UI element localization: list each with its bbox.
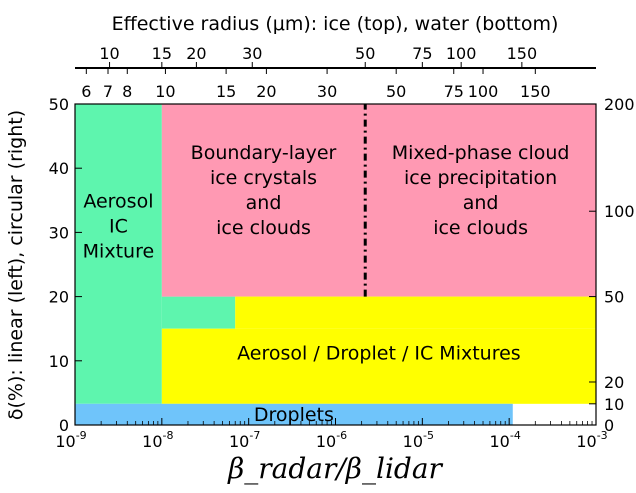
y2-tick-label-4: 100 [604,202,635,221]
water-tick-label-2: 8 [122,82,132,101]
region-label-boundary-layer-2: and [246,192,282,214]
region-boundary-layer-0 [161,104,366,297]
ice-tick-label-3: 30 [242,44,262,63]
region-label-aerosol-ic-0: Aerosol [83,191,153,213]
x-axis-title: β_radar/β_lidar [227,452,443,485]
region-label-droplets-0: Droplets [254,404,334,426]
water-tick-label-8: 75 [444,82,464,101]
region-label-mixed-phase-2: and [463,192,499,214]
y-tick-label-4: 40 [49,159,69,178]
top-axis-title: Effective radius (μm): ice (top), water … [112,13,559,35]
region-label-aerosol-ic-1: IC [109,216,128,238]
water-tick-label-4: 15 [216,82,236,101]
y-tick-label-3: 30 [49,223,69,242]
ice-tick-label-0: 10 [99,44,119,63]
x-tick-label-0: 10-9 [55,429,86,451]
region-label-aerosol-droplet-ic-0: Aerosol / Droplet / IC Mixtures [237,343,521,365]
region-mixed-phase-0 [365,104,596,297]
regions-layer [75,104,597,425]
y-tick-label-1: 10 [49,352,69,371]
region-label-boundary-layer-3: ice clouds [216,217,311,239]
ice-tick-label-7: 150 [507,44,538,63]
x-tick-label-6: 10-3 [576,429,607,451]
y-tick-label-2: 20 [49,288,69,307]
ice-tick-label-6: 100 [446,44,477,63]
ice-tick-label-1: 15 [152,44,172,63]
y-tick-label-0: 0 [59,416,69,435]
ice-tick-label-4: 50 [355,44,375,63]
x-tick-label-5: 10-4 [490,429,521,451]
ice-tick-label-2: 20 [186,44,206,63]
region-aerosol-ic-0 [75,104,162,404]
y2-tick-label-3: 50 [604,288,624,307]
region-label-aerosol-ic-2: Mixture [83,241,155,263]
x-tick-label-3: 10-6 [316,429,347,451]
y2-tick-label-5: 200 [604,95,635,114]
region-aerosol-ic-1 [161,296,236,329]
region-label-boundary-layer-1: ice crystals [210,167,317,189]
water-tick-label-0: 6 [81,82,91,101]
y2-tick-label-2: 20 [604,373,624,392]
region-label-mixed-phase-1: ice precipitation [404,167,557,189]
water-tick-label-3: 10 [155,82,175,101]
water-tick-label-6: 30 [317,82,337,101]
region-aerosol-droplet-ic-0 [161,328,597,404]
y-axis-title: δ(%): linear (left), circular (right) [5,110,27,420]
water-tick-label-1: 7 [103,82,113,101]
y-ticks-layer: 0 10 20 30 40 50 [49,95,82,435]
region-droplets-0 [75,403,513,425]
ice-tick-label-5: 75 [412,44,432,63]
region-label-mixed-phase-3: ice clouds [433,217,528,239]
y2-tick-label-0: 0 [604,416,614,435]
water-tick-label-9: 100 [468,82,499,101]
y-tick-label-5: 50 [49,95,69,114]
x-tick-label-2: 10-7 [229,429,260,451]
x-ticks-layer: 10-9 10-8 10-7 10-6 10-5 10-4 10-3 [55,418,608,451]
region-label-mixed-phase-0: Mixed-phase cloud [392,142,570,164]
y2-ticks-layer: 0 10 20 50 100 200 [589,95,635,435]
region-labels-layer: Aerosol IC Mixture Boundary-layer ice crysta… [83,142,570,426]
water-tick-label-7: 50 [386,82,406,101]
water-tick-label-5: 20 [256,82,276,101]
water-tick-label-10: 150 [520,82,551,101]
y2-tick-label-1: 10 [604,395,624,414]
region-label-boundary-layer-0: Boundary-layer [191,142,337,164]
x-tick-label-4: 10-5 [403,429,434,451]
region-aerosol-droplet-ic-1 [235,296,597,329]
x-tick-label-1: 10-8 [142,429,173,451]
